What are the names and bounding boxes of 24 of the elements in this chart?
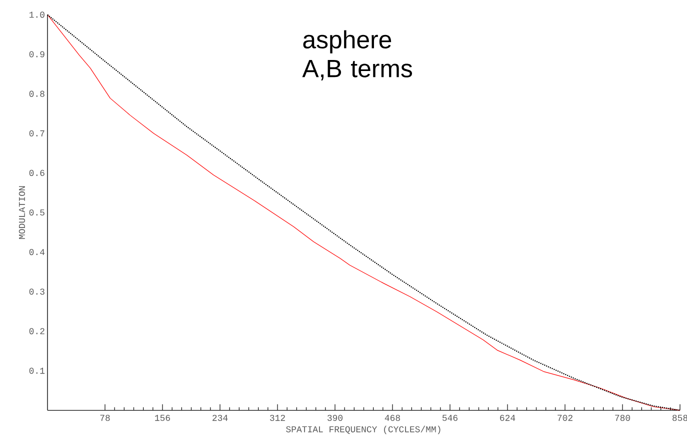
x-tick-label: 234 — [212, 414, 228, 421]
x-tick-label: 702 — [558, 414, 572, 421]
y-tick-label: 0.2 — [29, 328, 44, 334]
x-tick-label: 780 — [615, 414, 630, 421]
x-tick-label: 624 — [500, 414, 516, 421]
x-tick-label: 546 — [442, 414, 458, 421]
x-tick-label: 468 — [384, 414, 400, 421]
x-tick-label: 78 — [100, 414, 110, 421]
x-axis-title: SPATIAL FREQUENCY (CYCLES/MM) — [286, 426, 440, 434]
y-tick-label: 0.7 — [29, 130, 44, 136]
x-tick-label: 312 — [270, 414, 285, 421]
y-tick-label: 0.6 — [29, 170, 44, 176]
y-tick-label: 0.4 — [29, 249, 45, 256]
y-tick-label: 0.8 — [29, 90, 44, 97]
y-tick-label: 1.0 — [29, 12, 44, 18]
y-tick-label: 0.5 — [29, 209, 44, 216]
y-tick-label: 0.1 — [29, 368, 45, 374]
y-tick-label: 0.9 — [29, 51, 44, 58]
y-tick-label: 0.3 — [29, 288, 44, 295]
x-tick-label: 390 — [327, 414, 343, 421]
y-axis-title: MODULATION — [18, 186, 26, 239]
x-tick-label: 858 — [672, 414, 687, 421]
x-tick-label: 156 — [155, 414, 170, 421]
annotation: asphere A,B terms — [302, 30, 412, 80]
